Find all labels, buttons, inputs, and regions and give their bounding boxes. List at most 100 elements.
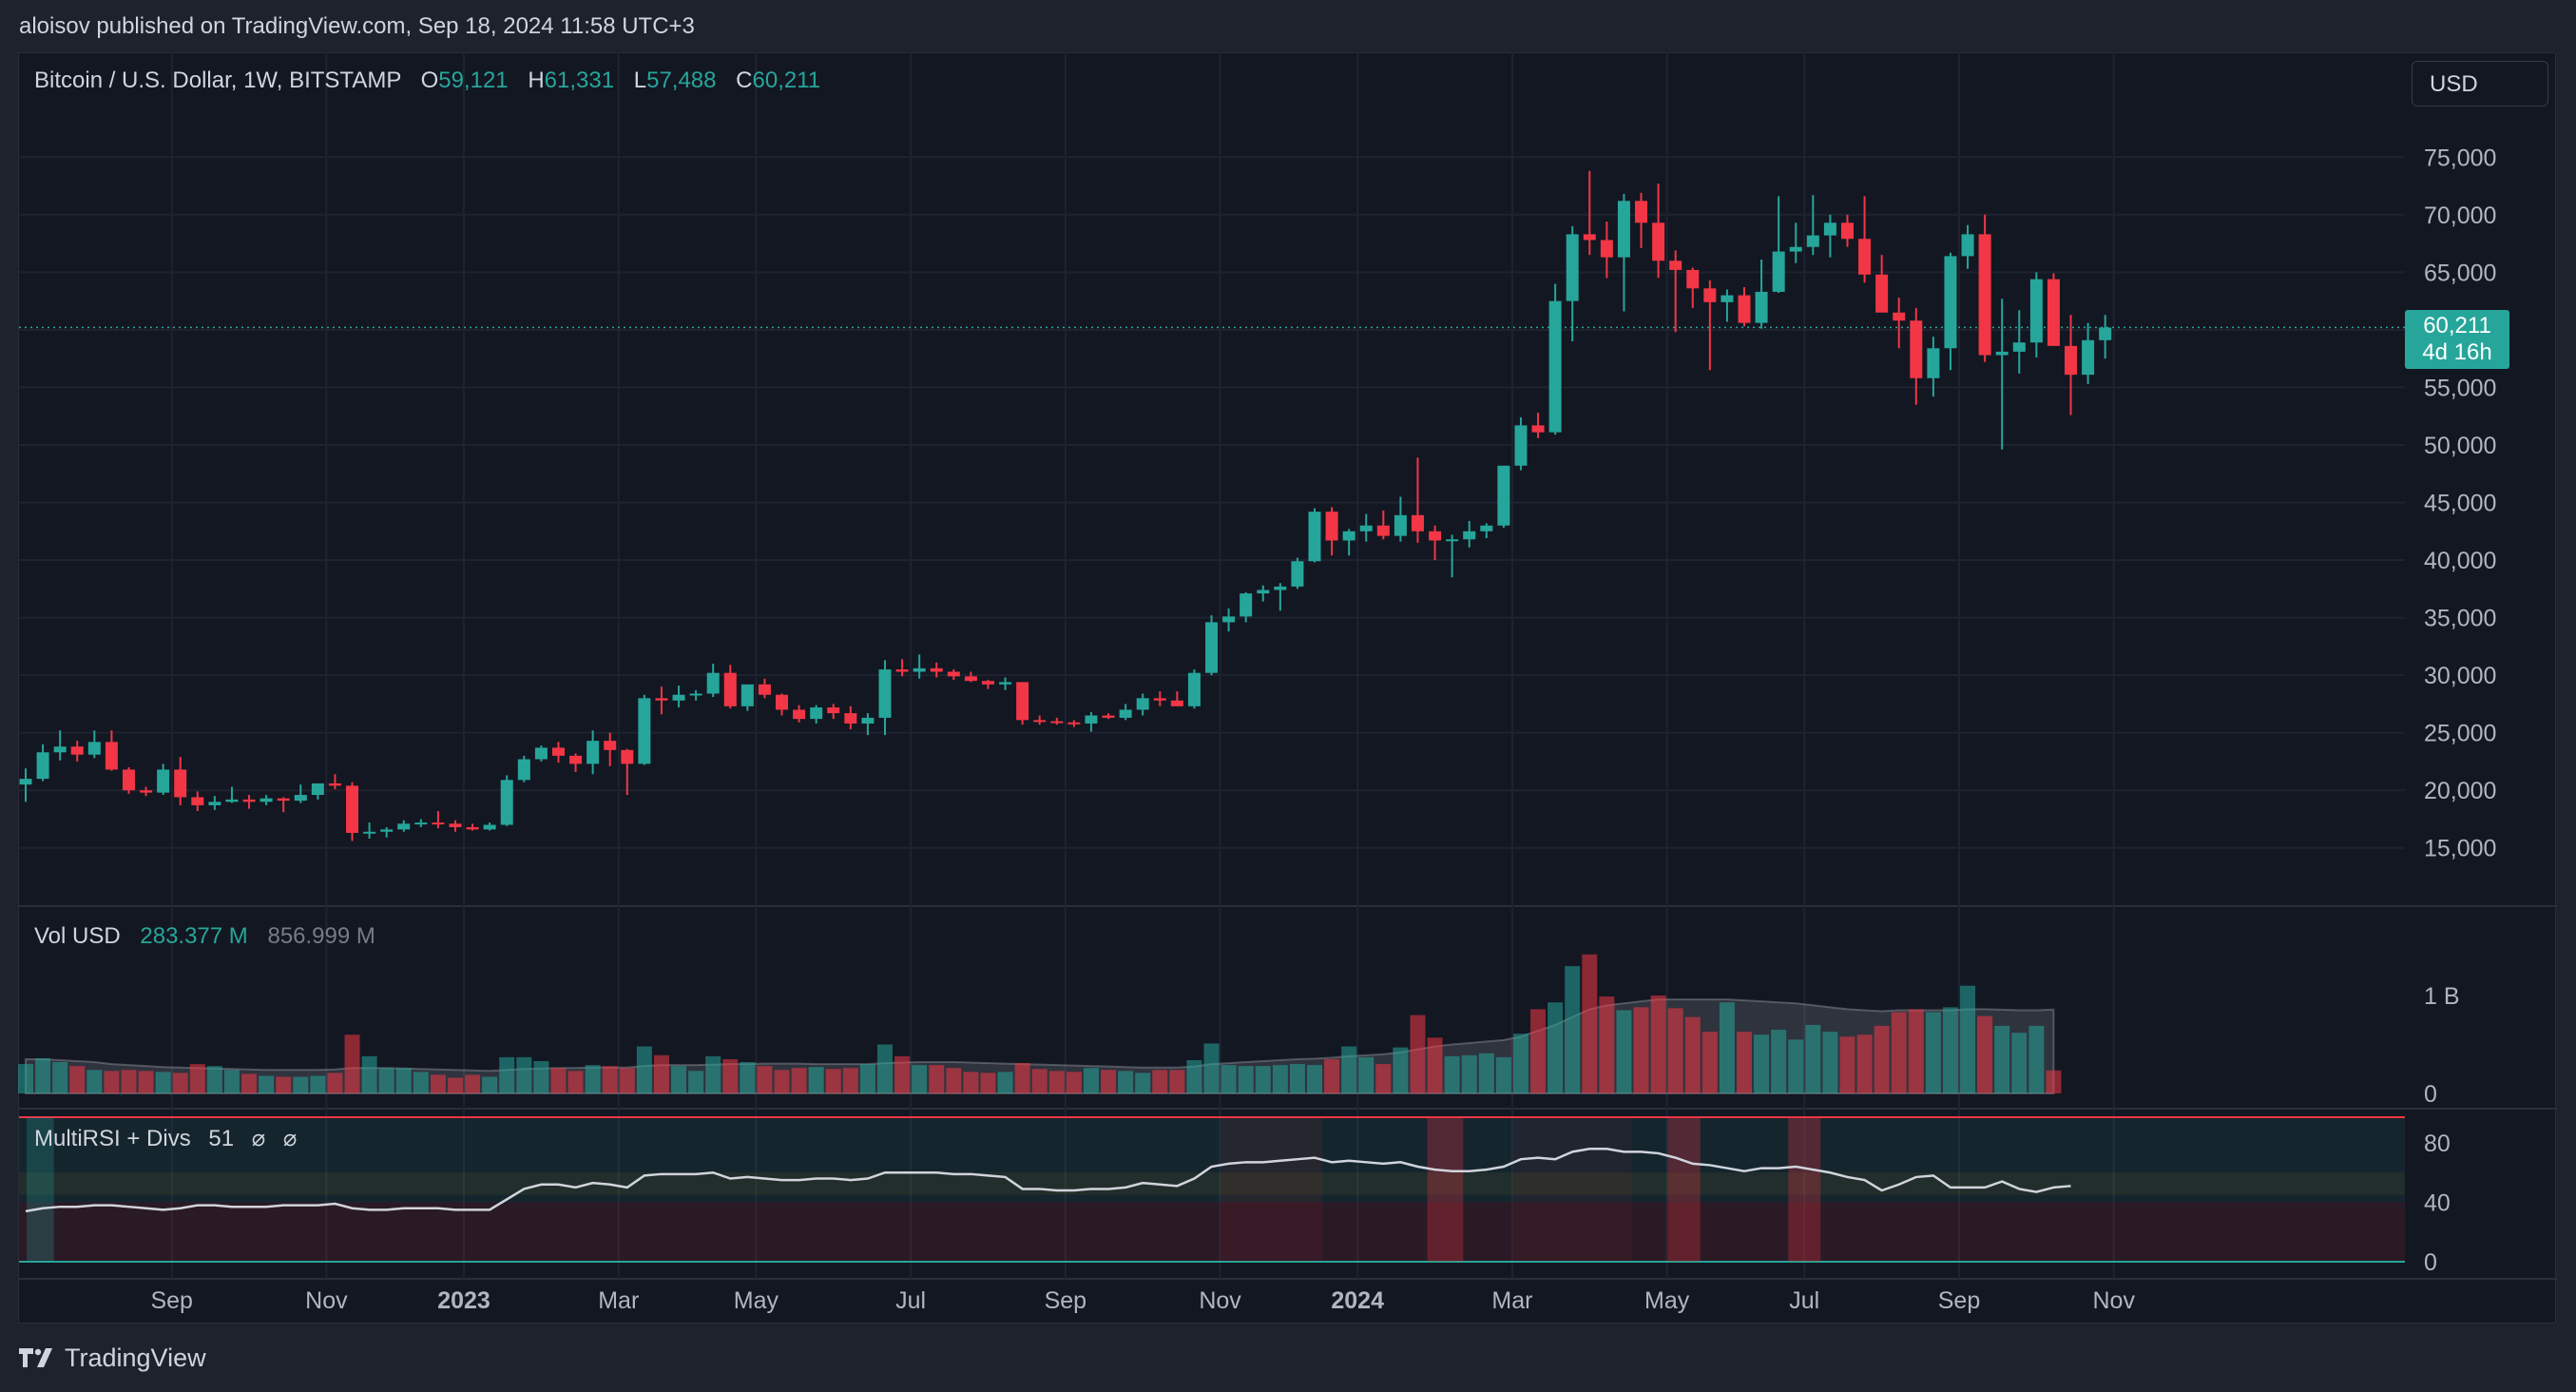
time-tick-label: Nov [305,1287,348,1314]
symbol-title[interactable]: Bitcoin / U.S. Dollar, 1W, BITSTAMP [34,68,401,93]
candle-body [242,799,256,802]
candle-body [174,769,187,798]
volume-bar [619,1068,635,1093]
rsi-signal-column [1221,1117,1322,1262]
volume-bar [1221,1065,1237,1093]
candle-body [1170,700,1183,706]
volume-bar [671,1066,687,1093]
candle-body [810,707,823,720]
volume-bar [1719,1002,1735,1093]
candle-body [2012,342,2026,352]
rsi-legend: MultiRSI + Divs 51 ⌀ ⌀ [34,1125,297,1152]
volume-bar [567,1071,584,1093]
candle-body [1016,682,1029,721]
time-tick-label: Nov [2092,1287,2135,1314]
volume-bar [1650,996,1666,1093]
volume-bar [533,1061,549,1093]
volume-bar [413,1072,429,1093]
volume-bar [1255,1066,1271,1093]
volume-bar [757,1066,773,1093]
volume-bar [1874,1025,1890,1093]
candle-body [328,783,341,786]
candle-body [655,698,668,701]
volume-bar [1066,1072,1082,1093]
candle-body [380,829,394,832]
candle-body [225,799,239,802]
price-tick-label: 55,000 [2424,375,2496,401]
candle-body [414,822,428,825]
volume-bar [1186,1059,1202,1093]
volume-bar [499,1056,515,1093]
candle-body [1875,274,1889,313]
rsi-signal-column [27,1117,54,1262]
volume-bar [1633,1007,1649,1093]
time-tick-label: Mar [1491,1287,1532,1314]
candle-body [157,769,170,793]
volume-bar [1891,1012,1907,1093]
volume-bar [1272,1065,1288,1093]
volume-bar [1805,1024,1821,1093]
low-label: L [633,68,647,93]
time-tick-label: May [734,1287,779,1314]
rsi-tick-label: 80 [2424,1131,2451,1157]
footer-brand[interactable]: TradingView [19,1344,206,1373]
candle-body [1222,616,1236,623]
currency-button[interactable]: USD [2412,61,2548,106]
volume-bar [1548,1002,1564,1093]
candle-body [36,752,49,780]
rsi-divergence-1: ⌀ [251,1126,266,1151]
candle-body [1927,348,1940,378]
volume-bar [963,1072,979,1093]
price-tick-label: 70,000 [2424,203,2496,229]
candle-body [569,755,583,764]
chart-frame[interactable] [18,52,2556,1324]
volume-bar [1684,1016,1701,1093]
candle-body [483,824,496,830]
price-tick-label: 30,000 [2424,663,2496,689]
high-label: H [528,68,545,93]
volume-bar [1754,1034,1770,1093]
volume-bar [1410,1015,1426,1093]
volume-bar [1135,1073,1151,1093]
volume-bar [688,1071,704,1093]
time-tick-label: Jul [895,1287,926,1314]
volume-bar [1788,1039,1804,1093]
time-tick-label: 2023 [437,1287,490,1314]
candle-body [517,759,530,781]
candle-body [1840,222,1854,240]
candle-body [2029,279,2043,343]
candle-body [1119,709,1132,718]
volume-bar [636,1046,652,1093]
volume-bar [1667,1008,1683,1093]
candle-body [706,672,720,694]
volume-bar [1203,1043,1220,1093]
candle-body [1600,240,1613,258]
candle-body [1085,715,1098,724]
volume-bar [1324,1058,1340,1093]
candle-body [1531,425,1545,433]
symbol-legend: Bitcoin / U.S. Dollar, 1W, BITSTAMP O59,… [34,68,820,94]
volume-bar [1169,1070,1185,1093]
price-tick-label: 75,000 [2424,145,2496,171]
candle-body [723,672,737,706]
volume-bar [1393,1047,1409,1093]
candle-body [1995,351,2009,356]
open-label: O [420,68,439,93]
candle-body [363,831,376,834]
candle-body [2047,279,2060,346]
candle-body [1617,201,1630,258]
volume-title[interactable]: Vol USD [34,923,121,949]
rsi-title[interactable]: MultiRSI + Divs [34,1126,191,1151]
volume-bar [550,1068,567,1093]
candle-body [1738,295,1751,323]
published-text: aloisov published on TradingView.com, Se… [19,13,695,39]
volume-bar [1031,1069,1048,1093]
volume-bar [1839,1036,1855,1093]
price-tick-label: 15,000 [2424,836,2496,862]
candle-body [638,698,651,764]
candle-body [1274,586,1287,590]
candle-body [964,676,977,682]
rsi-signal-column [1667,1117,1701,1262]
volume-bar [327,1073,343,1093]
